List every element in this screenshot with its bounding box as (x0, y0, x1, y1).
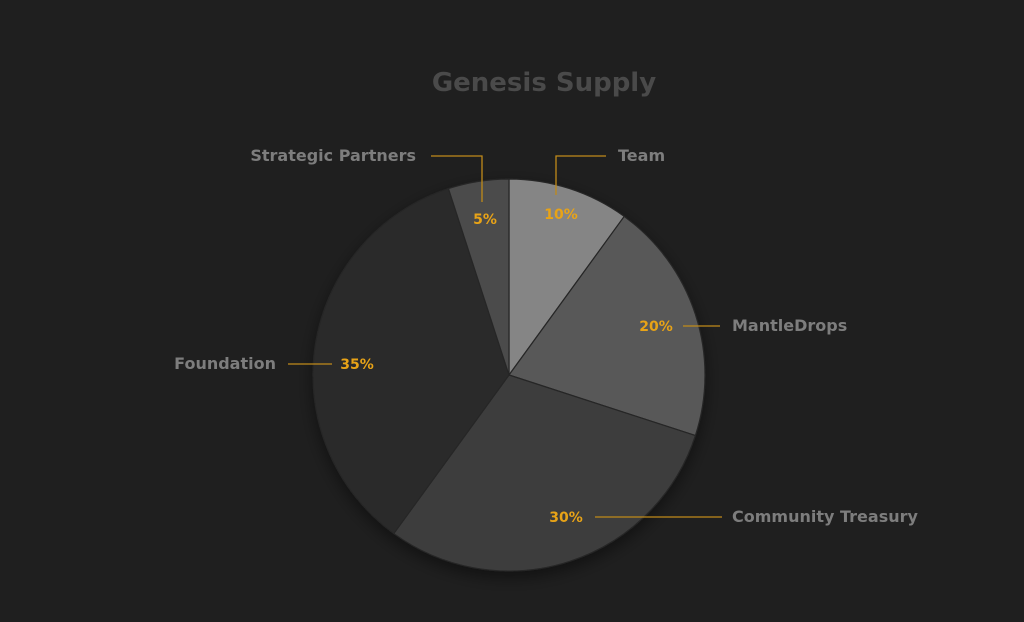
pie-slice-mantledrops (508, 215, 706, 437)
leader-line-strategic-partners (431, 155, 483, 202)
percent-label-strategic-partners: 5% (473, 212, 497, 228)
pie-slice-foundation (312, 187, 510, 535)
pie-slice-team (508, 178, 626, 377)
pie-slice-strategic-partners (447, 178, 510, 376)
percent-label-foundation: 35% (340, 357, 374, 373)
chart-title: Genesis Supply (432, 68, 656, 98)
percent-label-mantledrops: 20% (639, 319, 673, 335)
slice-label-strategic-partners: Strategic Partners (250, 146, 416, 165)
pie-slices (312, 178, 706, 572)
slice-label-foundation: Foundation (174, 354, 276, 373)
slice-label-community-treasury: Community Treasury (732, 507, 918, 526)
slice-label-mantledrops: MantleDrops (732, 316, 847, 335)
pie-slice-community-treasury (392, 374, 697, 572)
leader-line-team (555, 155, 606, 195)
slice-label-team: Team (618, 146, 665, 165)
pie-annotations: 10% Team 20% MantleDrops 30% Community Treasu… (174, 146, 918, 526)
percent-label-community-treasury: 30% (549, 510, 583, 526)
percent-label-team: 10% (544, 207, 578, 223)
